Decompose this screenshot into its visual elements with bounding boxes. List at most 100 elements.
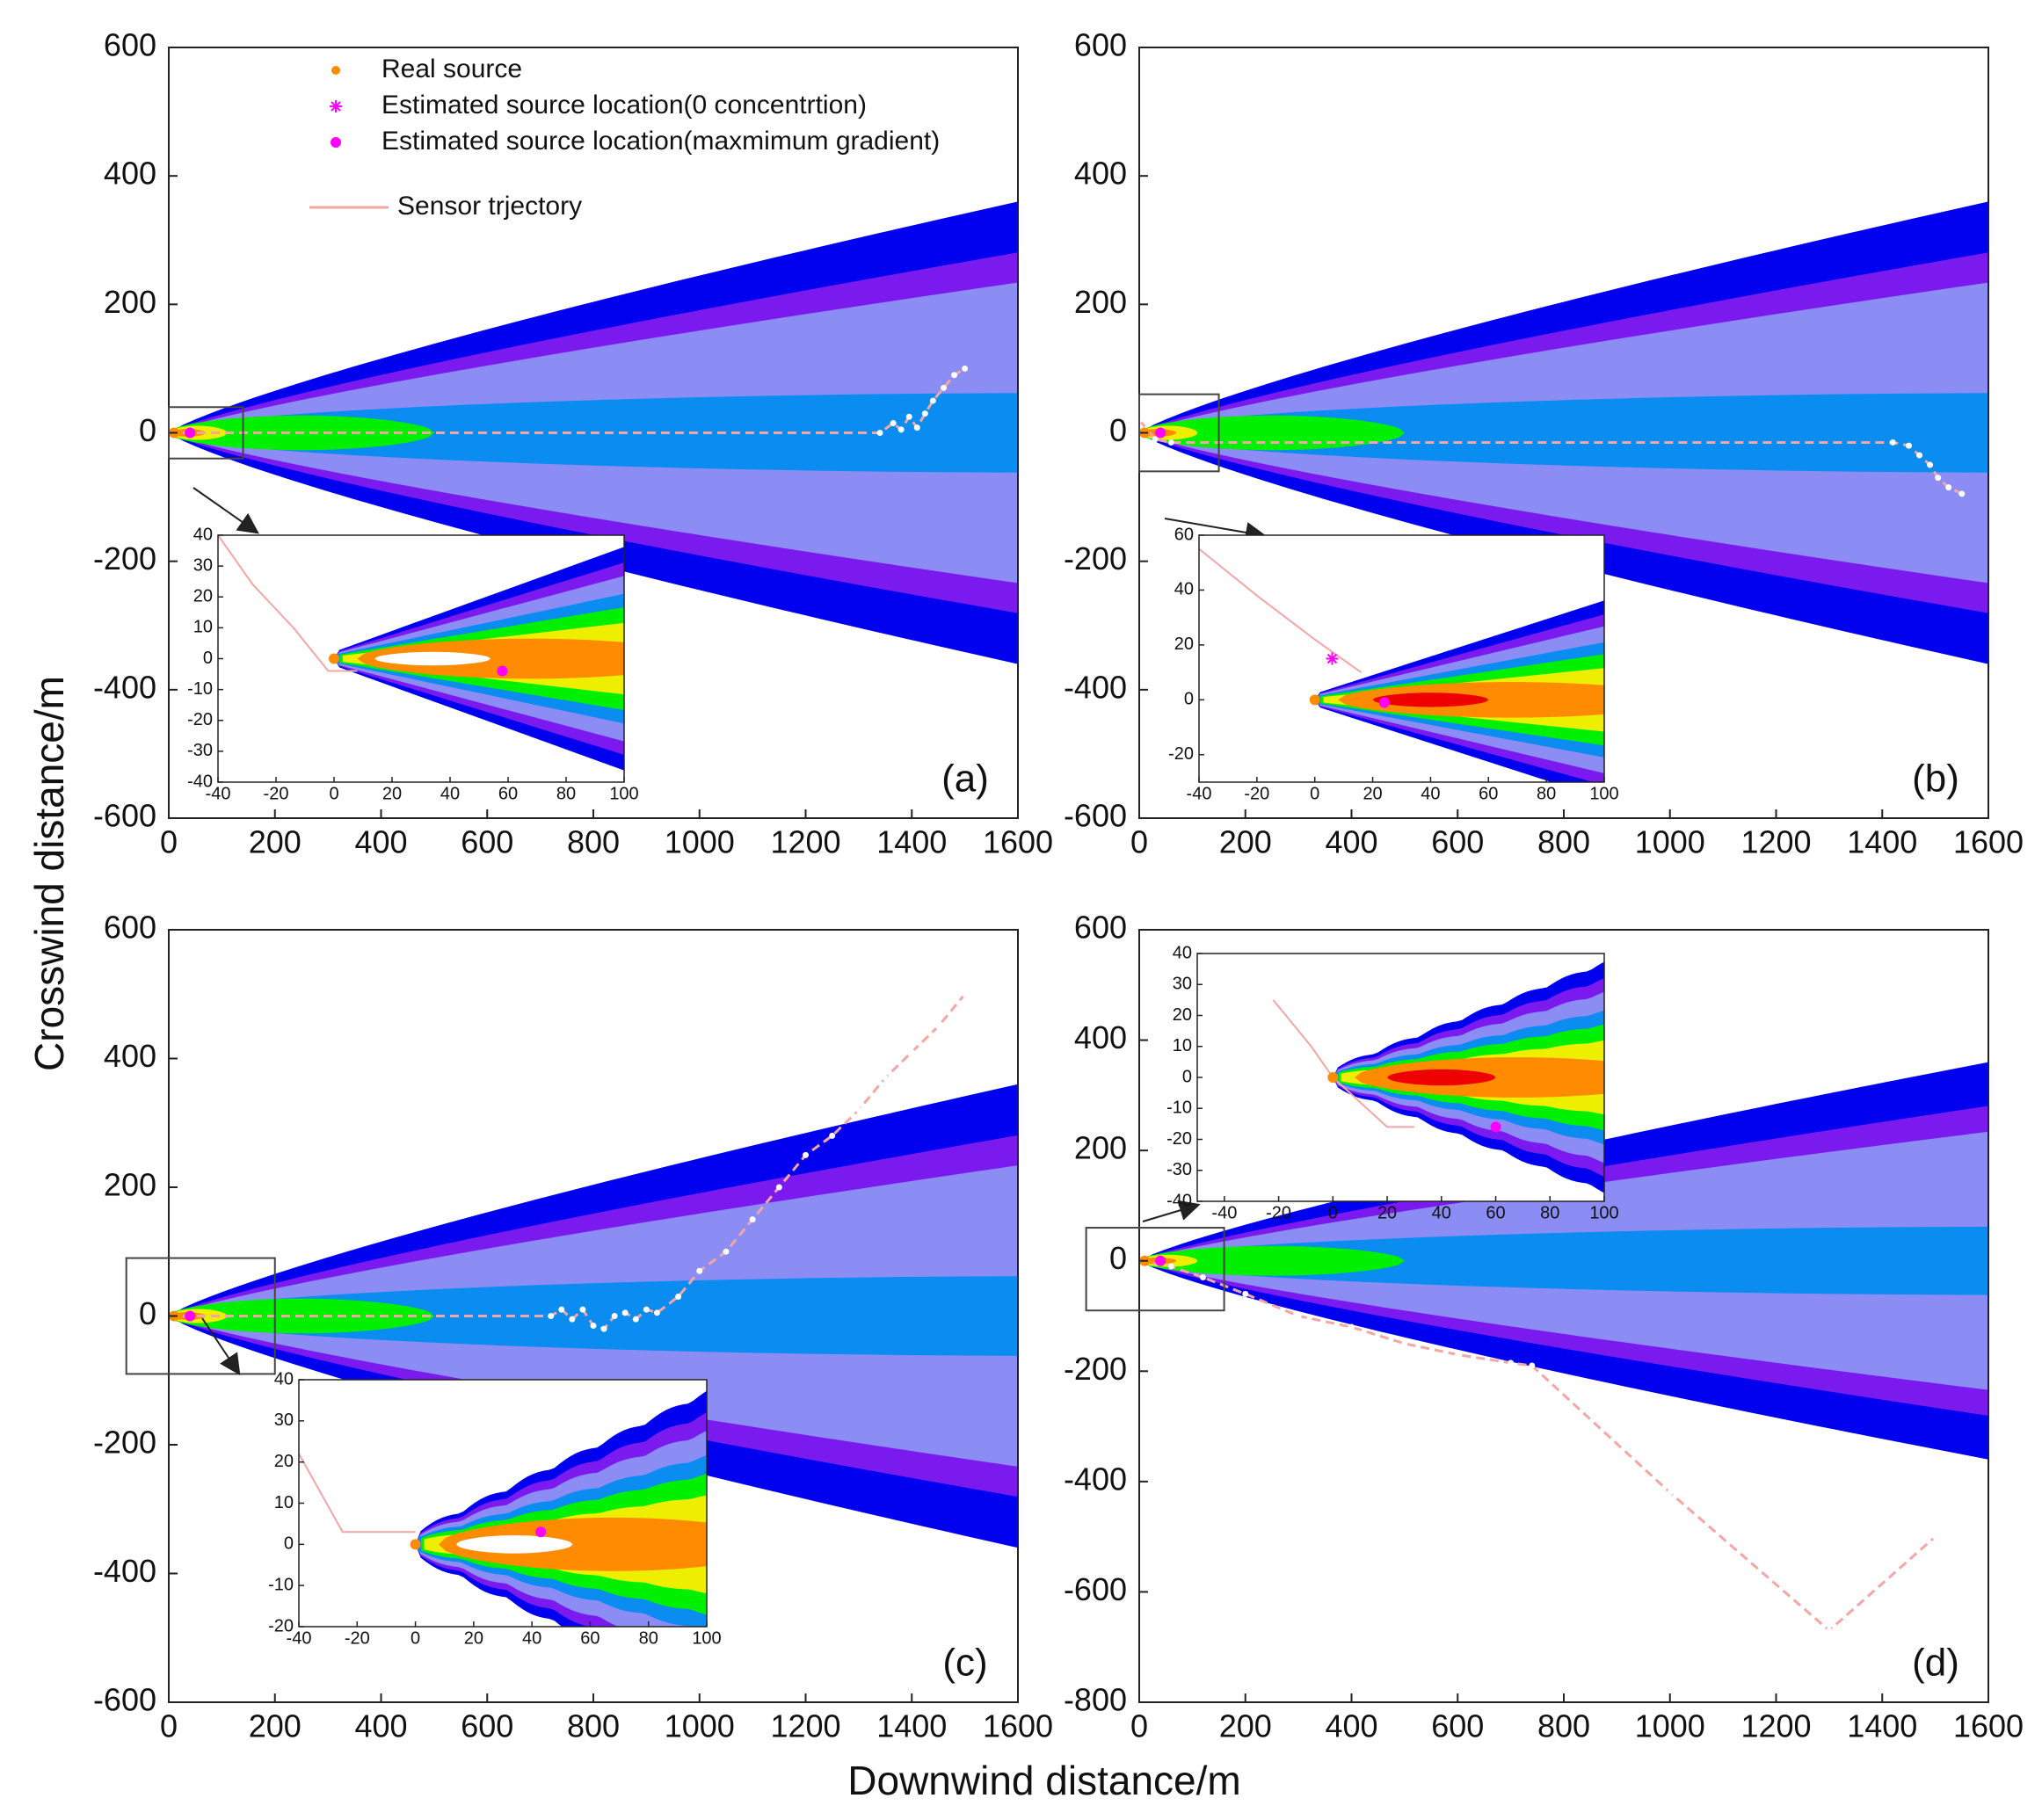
- inset-y-tick-label: 20: [193, 587, 213, 606]
- inset-y-tick-label: 10: [193, 618, 213, 637]
- inset-estimate-grad: [535, 1526, 547, 1538]
- x-tick-label: 0: [160, 1708, 178, 1744]
- inset-core-white: [455, 1535, 573, 1554]
- trajectory-point: [621, 1309, 629, 1316]
- inset-x-tick-label: -20: [1244, 784, 1269, 803]
- y-tick-label: -400: [93, 669, 156, 705]
- trajectory-point: [803, 1151, 809, 1158]
- inset-y-tick-label: 20: [274, 1452, 294, 1471]
- panel-b: 0 200 400 600 800 1000 1200 1400 16006004002000-…: [1064, 27, 2024, 860]
- inset-x-tick-label: 100: [692, 1628, 721, 1648]
- inset-x-tick-label: -40: [206, 784, 231, 803]
- trajectory-point: [1401, 1340, 1408, 1347]
- inset-x-tick-label: 0: [411, 1628, 420, 1648]
- trajectory-point: [653, 1309, 660, 1316]
- inset-x-tick-label: 100: [1589, 784, 1618, 803]
- y-tick-label: 0: [1109, 1240, 1127, 1276]
- trajectory-point: [1927, 461, 1934, 468]
- legend-estimate-grad-marker: [331, 137, 341, 148]
- inset-y-tick-label: 0: [203, 649, 213, 668]
- inset-plot-area: [299, 1390, 707, 1627]
- inset-y-tick-label: 0: [1182, 1067, 1192, 1086]
- inset-x-tick-label: 20: [1377, 1203, 1397, 1222]
- trajectory-point: [1199, 1274, 1206, 1281]
- y-tick-label: 400: [1074, 1019, 1127, 1055]
- y-tick-label: 200: [1074, 284, 1127, 320]
- inset-y-tick-label: 40: [1174, 580, 1194, 599]
- y-tick-label: 600: [1074, 27, 1127, 63]
- legend-estimate-zero: Estimated source location(0 concentrtion…: [382, 91, 867, 120]
- estimate-marker: [185, 1310, 196, 1322]
- x-tick-label: 1600: [983, 1708, 1053, 1744]
- trajectory-point: [1945, 484, 1952, 491]
- trajectory-point: [590, 1322, 597, 1329]
- x-tick-label: 1200: [1740, 824, 1811, 860]
- inset-y-tick-label: 0: [284, 1534, 294, 1554]
- trajectory-point: [876, 430, 883, 436]
- inset-plot-area: [218, 535, 624, 771]
- x-tick-label: 800: [567, 824, 620, 860]
- inset-real-source: [1309, 694, 1320, 706]
- x-tick-label: 1000: [1635, 1708, 1705, 1744]
- inset-x-tick-label: 0: [1310, 784, 1319, 803]
- x-tick-label: 600: [1431, 824, 1484, 860]
- x-tick-label: 1400: [1847, 1708, 1917, 1744]
- y-tick-label: -600: [1064, 798, 1127, 834]
- x-tick-label: 1400: [876, 824, 947, 860]
- inset-y-tick-label: -10: [1166, 1099, 1192, 1118]
- y-tick-label: 200: [104, 1167, 156, 1203]
- trajectory-point: [1295, 1313, 1302, 1319]
- x-tick-label: 1200: [1740, 1708, 1811, 1744]
- inset-y-tick-label: 60: [1174, 525, 1194, 544]
- inset-estimate-zero: [1326, 652, 1339, 665]
- x-tick-label: 200: [1219, 824, 1272, 860]
- x-axis-title-svg: Downwind distance/m: [847, 1758, 1240, 1803]
- trajectory-point: [1348, 1323, 1355, 1331]
- trajectory-point: [934, 1023, 941, 1030]
- zoom-box: [1138, 393, 1220, 473]
- trajectory-point: [951, 372, 958, 379]
- y-tick-label: 600: [104, 910, 156, 946]
- trajectory-point: [940, 384, 947, 391]
- x-tick-label: 800: [567, 1708, 620, 1744]
- estimate-marker: [1155, 1255, 1166, 1266]
- inset-x-tick-label: 100: [1589, 1203, 1618, 1222]
- legend-real-source-marker: [331, 66, 340, 75]
- inset-core-red: [1387, 1069, 1496, 1086]
- inset-x-tick-label: 20: [1363, 784, 1382, 803]
- trajectory-point: [1667, 1489, 1674, 1496]
- inset-trajectory: [1199, 547, 1362, 673]
- inset-trajectory: [299, 1453, 416, 1534]
- inset-x-tick-label: -40: [1211, 1203, 1237, 1222]
- x-tick-label: 1600: [1953, 824, 2024, 860]
- x-tick-label: 800: [1537, 1708, 1590, 1744]
- y-tick-label: -200: [1064, 1351, 1127, 1387]
- trajectory-point: [611, 1313, 618, 1319]
- zoom-box: [168, 406, 244, 460]
- trajectory-point: [775, 1184, 782, 1191]
- legend-estimate-zero-marker: [330, 100, 342, 112]
- inset-x-tick-label: 60: [498, 784, 518, 803]
- trajectory-point: [696, 1267, 703, 1274]
- trajectory-point: [1152, 436, 1159, 443]
- trajectory-point: [1958, 490, 1966, 497]
- inset-y-tick-label: 40: [1173, 943, 1192, 962]
- zoom-arrow: [193, 487, 259, 534]
- plume-band-5: [1139, 1245, 1405, 1276]
- inset-x-tick-label: -20: [345, 1628, 370, 1648]
- inset-y-tick-label: -20: [1168, 744, 1194, 764]
- x-tick-label: 600: [461, 824, 513, 860]
- trajectory-point: [723, 1248, 730, 1255]
- y-axis-title-svg: Crosswind distance/m: [26, 676, 72, 1071]
- inset-y-tick-label: 10: [1173, 1036, 1192, 1055]
- x-tick-label: 1600: [983, 824, 1053, 860]
- x-tick-label: 0: [160, 824, 178, 860]
- inset-x-tick-label: 80: [556, 784, 576, 803]
- x-tick-label: 400: [1325, 824, 1377, 860]
- x-tick-label: 1400: [1847, 824, 1917, 860]
- inset-y-tick-label: 10: [274, 1493, 294, 1512]
- y-tick-label: 400: [104, 1038, 156, 1074]
- inset-y-tick-label: 40: [274, 1369, 294, 1389]
